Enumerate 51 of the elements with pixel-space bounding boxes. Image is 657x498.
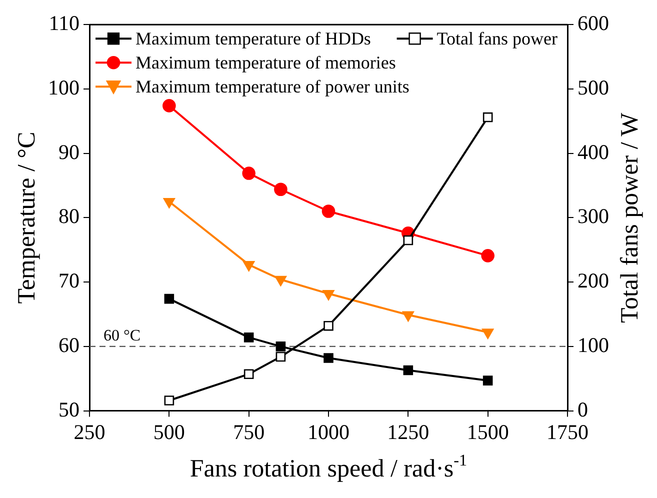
point xyxy=(164,396,174,406)
x-tick-label: 1250 xyxy=(387,420,430,444)
y2-tick-label: 300 xyxy=(578,204,609,228)
point xyxy=(322,204,336,218)
point xyxy=(244,369,254,380)
ref-line-label: 60 °C xyxy=(104,328,141,345)
legend-label: Maximum temperature of HDDs xyxy=(136,28,371,48)
y-tick-label: 110 xyxy=(48,11,80,36)
x-tick-label: 750 xyxy=(233,420,265,444)
x-tick-label: 250 xyxy=(74,420,106,444)
y-tick-label: 70 xyxy=(58,268,80,293)
point xyxy=(482,376,493,386)
point xyxy=(324,320,334,331)
point xyxy=(274,182,288,196)
y2-tick-label: 100 xyxy=(578,332,609,357)
point xyxy=(403,235,414,246)
point xyxy=(244,332,254,342)
point xyxy=(163,198,176,208)
x-tick-label: 1500 xyxy=(466,420,509,444)
y-tick-label: 100 xyxy=(48,75,80,100)
y-tick-label: 60 xyxy=(58,332,80,357)
y-tick-label: 50 xyxy=(58,397,80,422)
y-tick-label: 80 xyxy=(58,204,80,228)
y-axis-title: Temperature / °C xyxy=(14,132,41,304)
y-tick-label: 90 xyxy=(58,140,80,164)
y2-axis-title: Total fans power / W xyxy=(616,112,644,324)
point xyxy=(242,166,256,180)
x-tick-label: 1000 xyxy=(308,420,350,444)
point xyxy=(482,328,494,339)
point xyxy=(324,353,334,363)
y2-tick-label: 0 xyxy=(578,397,588,422)
point xyxy=(482,112,493,122)
x-tick-label: 1750 xyxy=(546,420,588,444)
point xyxy=(402,311,414,322)
point xyxy=(242,261,255,272)
point xyxy=(276,342,286,352)
point xyxy=(276,352,286,362)
point xyxy=(162,99,176,112)
y2-tick-label: 200 xyxy=(578,268,609,293)
y2-tick-label: 600 xyxy=(578,11,609,36)
point xyxy=(164,294,174,304)
point xyxy=(322,290,334,300)
x-tick-label: 500 xyxy=(153,420,185,444)
legend-label: Total fans power xyxy=(436,28,558,48)
legend-label: Maximum temperature of memories xyxy=(136,52,396,72)
y2-tick-label: 400 xyxy=(578,140,609,164)
point xyxy=(481,249,494,262)
point xyxy=(274,276,287,286)
y2-tick-label: 500 xyxy=(578,75,609,100)
point xyxy=(403,365,414,376)
legend-label: Maximum temperature of power units xyxy=(136,76,410,96)
